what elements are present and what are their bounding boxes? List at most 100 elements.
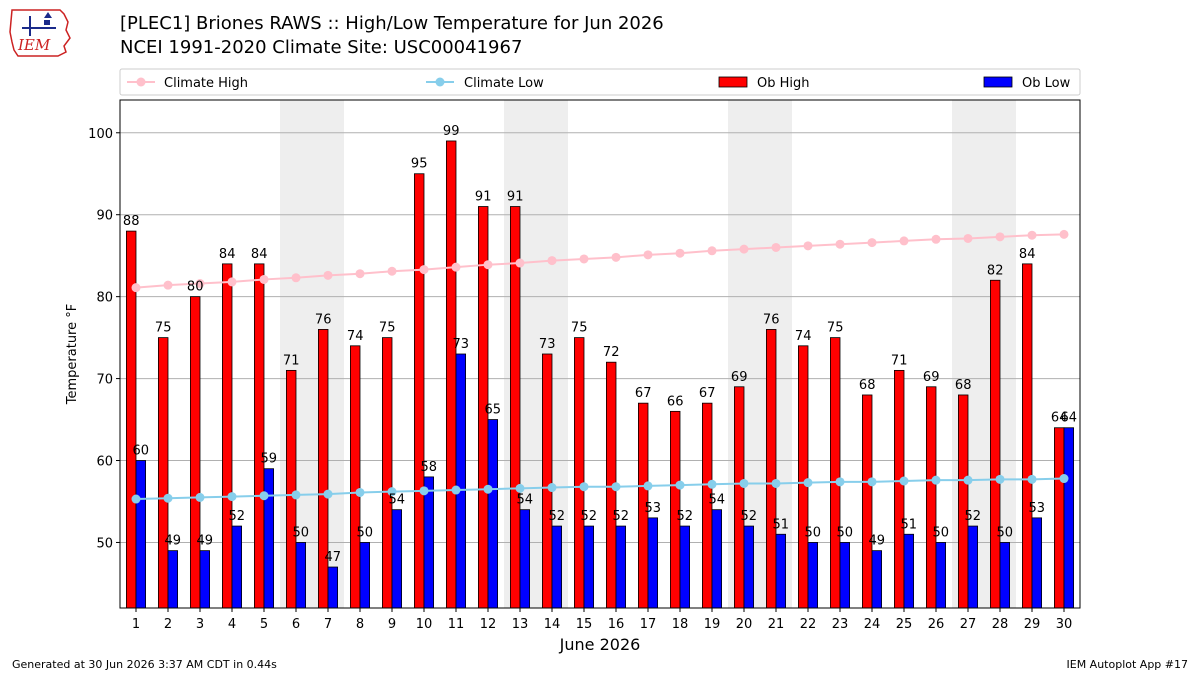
ob-high-label: 67 [635, 386, 652, 401]
ob-high-label: 68 [859, 378, 876, 393]
ob-high-label: 71 [283, 353, 300, 368]
generated-timestamp: Generated at 30 Jun 2026 3:37 AM CDT in … [12, 658, 277, 671]
ob-high-bar [734, 386, 745, 609]
ob-high-bar [862, 394, 873, 609]
ob-low-label: 51 [773, 517, 790, 532]
ob-high-bar [349, 345, 361, 609]
legend-climate-low-label: Climate Low [464, 76, 544, 91]
climate-high-point [835, 239, 845, 249]
x-tick-label: 16 [608, 617, 625, 632]
ob-low-bar [327, 566, 339, 609]
climate-low-line [135, 477, 1065, 501]
ob-low-bar [359, 542, 371, 609]
y-tick-label: 80 [96, 291, 113, 306]
ob-high-bar [958, 394, 969, 609]
ob-low-bar [1063, 427, 1075, 609]
ob-low-label: 53 [1029, 501, 1046, 516]
x-tick-label: 22 [800, 617, 817, 632]
x-tick-label: 23 [832, 617, 849, 632]
climate-low-point [227, 492, 237, 502]
ob-low-label: 52 [741, 509, 758, 524]
climate-low-point [547, 483, 557, 493]
climate-low-point [323, 489, 333, 499]
ob-high-label: 82 [987, 263, 1004, 278]
ob-high-bar [1022, 263, 1033, 609]
climate-low-point [163, 493, 173, 503]
ob-low-label: 64 [1061, 411, 1078, 426]
climate-high-point [259, 274, 269, 284]
climate-low-point [899, 476, 909, 486]
climate-high-point [899, 236, 909, 246]
climate-high-line [135, 233, 1065, 289]
climate-low-point [963, 475, 973, 485]
ob-low-label: 53 [645, 501, 662, 516]
legend-ob-high-swatch [718, 76, 748, 88]
ob-low-label: 50 [837, 525, 854, 540]
ob-low-bar [487, 419, 499, 609]
legend-box [119, 68, 1081, 96]
climate-high-point [867, 238, 877, 248]
y-tick-label: 50 [96, 536, 113, 551]
climate-low-point [1059, 474, 1069, 484]
y-axis-label: Temperature °F [65, 304, 80, 405]
x-tick-label: 20 [736, 617, 753, 632]
ob-low-bar [1031, 517, 1043, 609]
x-tick-label: 3 [196, 617, 204, 632]
ob-high-label: 95 [411, 157, 428, 172]
ob-low-bar [615, 525, 627, 609]
ob-high-bar [574, 337, 585, 609]
climate-low-point [291, 490, 301, 500]
ob-high-label: 80 [187, 280, 204, 295]
ob-high-bar [894, 369, 905, 609]
climate-low-point [515, 483, 525, 493]
ob-low-bar [967, 525, 979, 609]
x-tick-label: 28 [992, 617, 1009, 632]
ob-high-label: 76 [763, 312, 780, 327]
x-tick-label: 19 [704, 617, 721, 632]
ob-low-bar [935, 542, 947, 609]
x-tick-label: 10 [416, 617, 433, 632]
ob-low-label: 65 [485, 403, 502, 418]
ob-low-label: 59 [261, 452, 278, 467]
ob-low-label: 54 [709, 493, 726, 508]
ob-low-bar [903, 533, 915, 609]
climate-low-point [803, 478, 813, 488]
ob-low-label: 49 [197, 534, 214, 549]
ob-low-bar [807, 542, 819, 609]
x-tick-label: 29 [1024, 617, 1041, 632]
ob-low-bar [583, 525, 595, 609]
ob-high-bar [542, 353, 553, 609]
ob-low-bar [423, 476, 435, 609]
ob-high-bar [285, 369, 297, 609]
y-tick-label: 60 [96, 455, 113, 470]
ob-high-label: 74 [347, 329, 364, 344]
ob-high-label: 68 [955, 378, 972, 393]
climate-low-point [483, 484, 493, 494]
app-label: IEM Autoplot App #17 [1066, 658, 1189, 671]
ob-low-bar [871, 550, 883, 609]
climate-low-point [387, 487, 397, 497]
climate-high-point [291, 273, 301, 283]
ob-low-label: 52 [677, 509, 694, 524]
x-tick-label: 12 [480, 617, 497, 632]
climate-low-point [611, 482, 621, 492]
climate-high-point [227, 277, 237, 287]
ob-low-label: 52 [613, 509, 630, 524]
x-tick-label: 9 [388, 617, 396, 632]
climate-high-point [771, 242, 781, 252]
ob-high-bar [157, 337, 169, 609]
ob-high-bar [830, 337, 841, 609]
chart-subtitle: NCEI 1991-2020 Climate Site: USC00041967 [120, 37, 523, 58]
ob-high-label: 72 [603, 345, 620, 360]
ob-low-label: 52 [581, 509, 598, 524]
iem-logo: IEM [9, 9, 71, 57]
legend-ob-high-label: Ob High [757, 76, 810, 91]
x-tick-label: 27 [960, 617, 977, 632]
climate-low-point [451, 485, 461, 495]
ob-low-bar [647, 517, 659, 609]
ob-low-bar [391, 509, 403, 609]
y-tick-label: 70 [96, 373, 113, 388]
ob-high-bar [1054, 427, 1065, 609]
ob-high-bar [798, 345, 809, 609]
climate-high-point [1059, 229, 1069, 239]
